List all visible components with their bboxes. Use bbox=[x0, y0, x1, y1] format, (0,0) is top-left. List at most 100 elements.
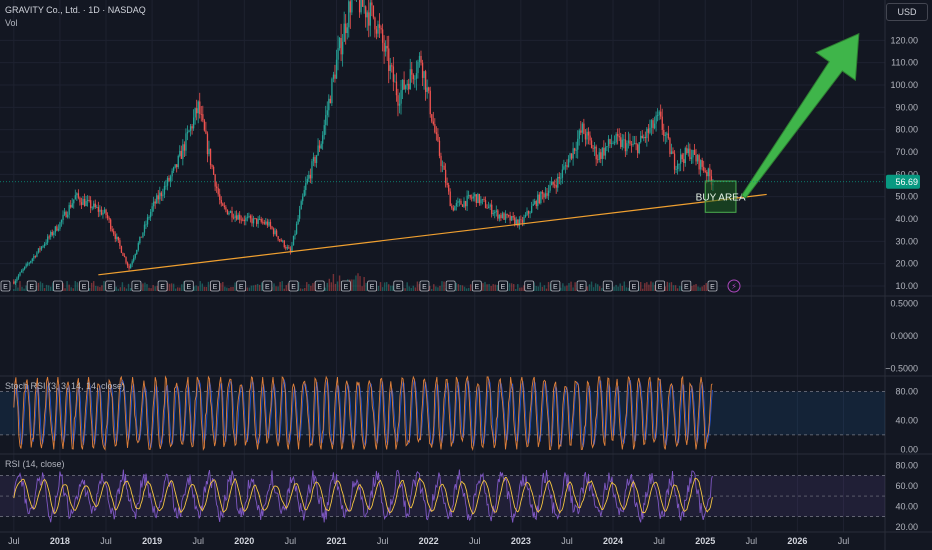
candle-body bbox=[212, 166, 215, 175]
volume-bar bbox=[646, 282, 648, 291]
earnings-marker bbox=[79, 280, 89, 292]
volume-bar bbox=[230, 287, 232, 291]
volume-bar bbox=[691, 285, 693, 291]
candle-body bbox=[429, 90, 431, 115]
candle-body bbox=[701, 160, 703, 167]
candle-body bbox=[689, 148, 691, 160]
candle-body bbox=[627, 140, 630, 144]
candle-body bbox=[418, 55, 421, 62]
volume-bar bbox=[640, 282, 642, 291]
candle-body bbox=[480, 199, 482, 204]
candle-body bbox=[362, 0, 364, 7]
earnings-marker-label: E bbox=[3, 284, 8, 291]
earnings-marker bbox=[471, 280, 482, 292]
volume-bar bbox=[443, 281, 445, 291]
volume-bar bbox=[88, 288, 91, 291]
candle-body bbox=[432, 121, 434, 125]
candle-body bbox=[251, 218, 253, 224]
candle-body bbox=[569, 153, 571, 159]
volume-bar bbox=[570, 281, 572, 291]
candle-body bbox=[383, 42, 385, 52]
earnings-marker-label: E bbox=[553, 284, 558, 291]
up-arrow[interactable] bbox=[741, 32, 860, 199]
earnings-marker-label: E bbox=[239, 284, 244, 291]
volume-bar bbox=[613, 286, 615, 291]
candle-body bbox=[434, 124, 436, 133]
candle-body bbox=[441, 165, 444, 167]
candle-body bbox=[180, 150, 183, 159]
candle-body bbox=[249, 215, 252, 219]
candle-body bbox=[709, 168, 711, 177]
volume-bar bbox=[326, 282, 328, 291]
candle-body bbox=[174, 164, 176, 168]
candle-body bbox=[119, 240, 121, 247]
candle-body bbox=[483, 199, 485, 201]
volume-bar bbox=[457, 284, 460, 291]
candle-body bbox=[217, 188, 219, 195]
volume-bar bbox=[428, 285, 431, 291]
candle-body bbox=[208, 148, 210, 155]
volume-bar bbox=[250, 285, 253, 291]
candle-body bbox=[206, 133, 209, 155]
candle-body bbox=[452, 207, 454, 211]
candle-body bbox=[395, 81, 398, 96]
candle-body bbox=[320, 143, 322, 149]
volume-bar bbox=[273, 283, 275, 291]
earnings-marker bbox=[576, 280, 587, 292]
candle-body bbox=[239, 214, 241, 220]
earnings-markers[interactable]: E E E E E E E E E E E E E E E E E E E E E E E E E E E E ⚡ bbox=[0, 279, 741, 293]
volume-bar bbox=[50, 286, 52, 291]
price-axis-label: 100.00 bbox=[890, 80, 918, 90]
candle-body bbox=[386, 45, 388, 49]
candle-body bbox=[268, 221, 270, 226]
candle-body bbox=[93, 203, 95, 208]
candle-body bbox=[142, 232, 144, 238]
symbol-title: GRAVITY Co., Ltd. · 1D · NASDAQ bbox=[5, 5, 146, 15]
volume-bar bbox=[377, 285, 380, 291]
volume-bar bbox=[623, 281, 626, 291]
volume-bar bbox=[152, 285, 154, 291]
candle-body bbox=[552, 181, 554, 185]
candle-body bbox=[531, 205, 533, 213]
candle-body bbox=[85, 201, 87, 207]
volume-bar bbox=[232, 286, 234, 291]
volume-bar bbox=[592, 287, 595, 291]
volume-bar bbox=[70, 287, 72, 291]
buy-area[interactable]: BUY AREA bbox=[696, 180, 746, 213]
candle-body bbox=[655, 115, 657, 124]
candle-body bbox=[684, 148, 686, 164]
time-axis-label: 2025 bbox=[695, 536, 715, 546]
candle-body bbox=[16, 278, 18, 281]
volume-bar bbox=[252, 285, 255, 291]
candle-body bbox=[592, 148, 594, 149]
volume-bar bbox=[541, 286, 544, 291]
candle-body bbox=[554, 184, 556, 186]
trendline[interactable] bbox=[98, 193, 767, 276]
candle-body bbox=[100, 209, 103, 215]
candle-body bbox=[311, 161, 313, 179]
candle-body bbox=[454, 206, 456, 211]
candle-body bbox=[461, 204, 464, 207]
price-axis[interactable]: 10.00 20.00 30.00 40.00 50.00 60.00 70.00 80.00… bbox=[885, 35, 918, 532]
candle-body bbox=[457, 201, 459, 203]
candle-body bbox=[621, 139, 623, 147]
candle-body bbox=[589, 135, 591, 141]
volume-bar bbox=[642, 288, 644, 291]
currency-button[interactable]: USD bbox=[886, 3, 928, 21]
volume-bar bbox=[357, 273, 359, 291]
time-axis[interactable]: Jul 2018 Jul 2019 Jul 2020 Jul 2021 Jul 2022 Jul 20… bbox=[8, 536, 849, 546]
candle-body bbox=[672, 151, 674, 154]
candle-body bbox=[681, 154, 683, 160]
candle-body bbox=[345, 23, 347, 34]
candle-body bbox=[424, 71, 427, 92]
candle-body bbox=[397, 95, 399, 106]
candle-body bbox=[36, 252, 38, 257]
price-axis-label: 0.00 bbox=[900, 444, 918, 454]
candle-body bbox=[618, 136, 620, 138]
price-axis-label: 120.00 bbox=[890, 35, 918, 45]
candle-body bbox=[477, 194, 479, 204]
earnings-marker bbox=[314, 280, 325, 292]
candle-body bbox=[200, 114, 202, 115]
candle-body bbox=[420, 55, 422, 63]
